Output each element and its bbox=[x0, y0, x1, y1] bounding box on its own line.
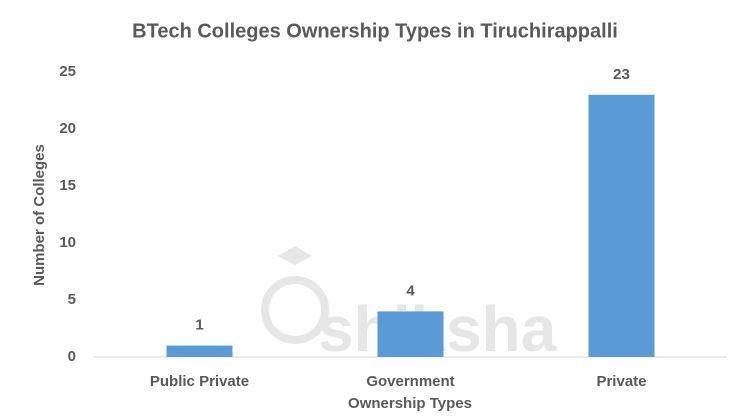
bar bbox=[377, 311, 444, 357]
watermark-logo bbox=[261, 246, 329, 344]
y-tick-label: 15 bbox=[59, 177, 76, 194]
y-axis-title: Number of Colleges bbox=[31, 144, 48, 286]
x-tick-label: Government bbox=[366, 373, 454, 390]
chart-title: BTech Colleges Ownership Types in Tiruch… bbox=[132, 20, 618, 42]
y-tick-label: 20 bbox=[59, 120, 76, 137]
bar bbox=[588, 94, 655, 358]
y-tick-label: 25 bbox=[59, 63, 76, 80]
y-tick-label: 10 bbox=[59, 234, 76, 251]
x-tick-label: Private bbox=[596, 373, 646, 390]
x-axis-title: Ownership Types bbox=[348, 395, 472, 412]
data-label: 1 bbox=[195, 317, 203, 334]
data-label: 4 bbox=[406, 282, 415, 299]
y-tick-label: 0 bbox=[68, 348, 76, 365]
bar bbox=[166, 345, 233, 357]
y-tick-label: 5 bbox=[68, 291, 76, 308]
x-tick-label: Public Private bbox=[150, 373, 249, 390]
data-label: 23 bbox=[613, 66, 630, 83]
